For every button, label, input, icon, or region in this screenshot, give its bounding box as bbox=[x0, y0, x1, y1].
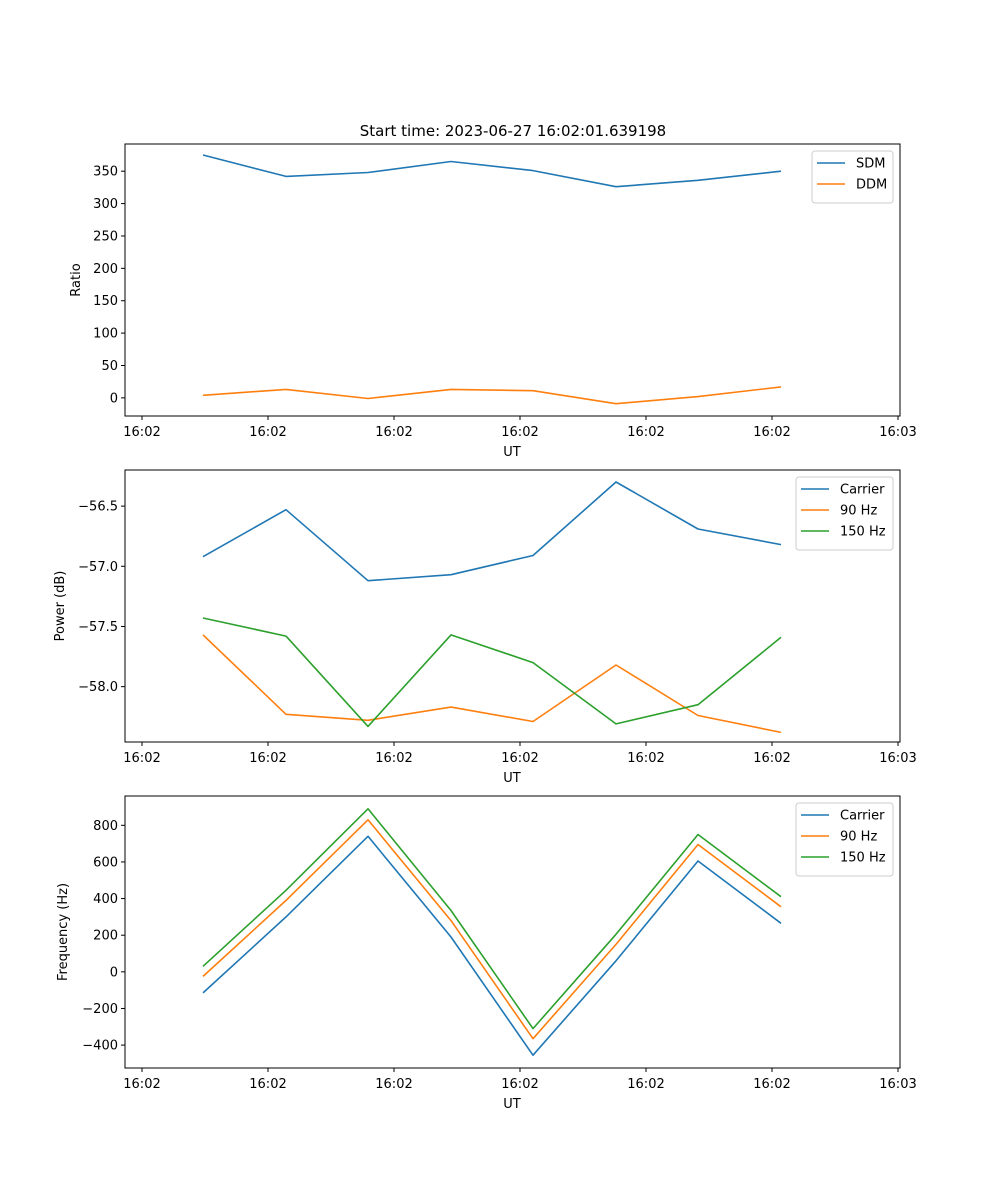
y-tick-label: 600 bbox=[93, 855, 118, 870]
series-line-ddm bbox=[202, 386, 782, 405]
x-tick-label: 16:02 bbox=[627, 425, 664, 440]
series-line-150-hz bbox=[202, 807, 782, 1030]
x-tick-label: 16:02 bbox=[249, 1077, 286, 1092]
y-tick-label: 200 bbox=[93, 262, 118, 277]
y-axis-label: Power (dB) bbox=[53, 571, 68, 642]
x-tick-label: 16:02 bbox=[123, 1077, 160, 1092]
y-tick-label: −58.0 bbox=[78, 680, 118, 695]
x-tick-label: 16:02 bbox=[375, 751, 412, 766]
x-tick-label: 16:02 bbox=[501, 751, 538, 766]
plot-frame bbox=[124, 469, 901, 743]
x-tick-label: 16:03 bbox=[879, 751, 916, 766]
y-tick-label: −56.5 bbox=[78, 500, 118, 515]
legend-label: SDM bbox=[856, 157, 885, 172]
y-tick-label: 0 bbox=[110, 965, 118, 980]
x-tick-label: 16:03 bbox=[879, 1077, 916, 1092]
plot-frame bbox=[124, 795, 901, 1069]
legend-label: Carrier bbox=[840, 483, 885, 498]
x-tick-label: 16:02 bbox=[753, 1077, 790, 1092]
legend-label: DDM bbox=[856, 178, 887, 193]
y-tick-label: 150 bbox=[93, 294, 118, 309]
series-line-carrier bbox=[202, 835, 782, 1056]
legend-label: 150 Hz bbox=[840, 525, 886, 540]
legend: SDM DDM bbox=[811, 150, 894, 204]
series-line-90-hz bbox=[202, 818, 782, 1040]
x-tick-label: 16:02 bbox=[249, 751, 286, 766]
legend-label: 150 Hz bbox=[840, 851, 886, 866]
x-tick-label: 16:02 bbox=[123, 425, 160, 440]
legend: Carrier 90 Hz 150 Hz bbox=[795, 802, 894, 877]
y-tick-label: 350 bbox=[93, 165, 118, 180]
x-tick-label: 16:02 bbox=[123, 751, 160, 766]
x-axis-label: UT bbox=[503, 1097, 521, 1112]
legend-label: Carrier bbox=[840, 809, 885, 824]
x-tick-label: 16:02 bbox=[627, 751, 664, 766]
panel-frequency: 16:02 16:02 16:02 16:02 16:02 16:02 16:03 −400… bbox=[56, 795, 917, 1112]
x-axis-label: UT bbox=[503, 771, 521, 786]
legend-label: 90 Hz bbox=[840, 830, 877, 845]
series-line-150-hz bbox=[202, 617, 782, 728]
series-line-carrier bbox=[202, 481, 782, 582]
x-tick-label: 16:02 bbox=[375, 425, 412, 440]
x-tick-label: 16:02 bbox=[753, 425, 790, 440]
y-tick-label: 250 bbox=[93, 229, 118, 244]
series-line-sdm bbox=[202, 154, 782, 188]
panel-power: 16:02 16:02 16:02 16:02 16:02 16:02 16:03 −56.… bbox=[53, 469, 917, 786]
x-tick-label: 16:02 bbox=[501, 1077, 538, 1092]
y-tick-label: −200 bbox=[82, 1002, 118, 1017]
y-tick-label: 400 bbox=[93, 892, 118, 907]
x-tick-label: 16:02 bbox=[627, 1077, 664, 1092]
figure-title: Start time: 2023-06-27 16:02:01.639198 bbox=[360, 122, 666, 140]
x-tick-label: 16:02 bbox=[375, 1077, 412, 1092]
y-tick-label: −57.0 bbox=[78, 560, 118, 575]
plot-frame bbox=[124, 143, 901, 417]
y-tick-label: 0 bbox=[110, 391, 118, 406]
y-tick-label: 50 bbox=[101, 359, 118, 374]
y-tick-label: −57.5 bbox=[78, 620, 118, 635]
y-tick-label: 300 bbox=[93, 197, 118, 212]
legend-label: 90 Hz bbox=[840, 504, 877, 519]
legend-box bbox=[811, 150, 894, 204]
y-axis-label: Frequency (Hz) bbox=[56, 883, 71, 981]
x-tick-label: 16:02 bbox=[753, 751, 790, 766]
y-tick-label: 800 bbox=[93, 819, 118, 834]
x-tick-label: 16:03 bbox=[879, 425, 916, 440]
x-tick-label: 16:02 bbox=[249, 425, 286, 440]
legend: Carrier 90 Hz 150 Hz bbox=[795, 476, 894, 551]
x-tick-label: 16:02 bbox=[501, 425, 538, 440]
y-tick-label: 200 bbox=[93, 929, 118, 944]
panel-ratio: 16:02 16:02 16:02 16:02 16:02 16:02 16:03 0 50 1… bbox=[69, 143, 917, 460]
x-axis-label: UT bbox=[503, 445, 521, 460]
y-tick-label: −400 bbox=[82, 1039, 118, 1054]
y-tick-label: 100 bbox=[93, 327, 118, 342]
y-axis-label: Ratio bbox=[69, 263, 84, 296]
